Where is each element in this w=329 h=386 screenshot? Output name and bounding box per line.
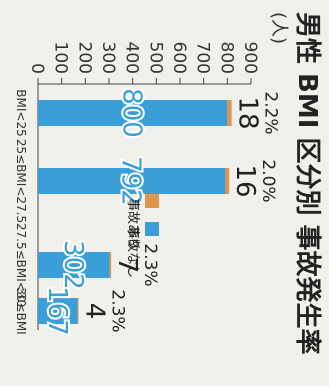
y-tick-label: 500: [145, 42, 165, 74]
value-label-accident: 16: [230, 164, 260, 197]
legend-label: 事故なし: [125, 226, 140, 278]
value-label-accident: 7: [112, 257, 142, 274]
accident-rate-label: 2.3%: [140, 243, 160, 286]
x-tick-label: 30≤BMI: [14, 287, 28, 334]
y-tick-label: 200: [74, 42, 94, 74]
y-tick-label: 300: [98, 42, 118, 74]
value-label-accident: 4: [79, 303, 109, 320]
y-tick-label: 900: [240, 42, 260, 74]
y-tick-label: 100: [51, 42, 71, 74]
bar-accident: [77, 298, 79, 324]
legend-swatch: [145, 222, 159, 236]
x-tick-label: 25≤BMI<27.5: [14, 139, 28, 223]
value-label-accident: 18: [233, 96, 263, 129]
bar-accident: [227, 100, 232, 126]
legend-swatch: [145, 194, 159, 208]
y-tick-label: 700: [193, 42, 213, 74]
value-label-no-accident: 167: [42, 286, 72, 336]
y-tick-label: 0: [27, 63, 47, 74]
y-tick-label: 800: [216, 42, 236, 74]
value-label-no-accident: 302: [58, 240, 88, 290]
y-axis-label: (人): [268, 12, 289, 44]
accident-rate-label: 2.3%: [107, 289, 127, 332]
bar-no-accident: [38, 168, 226, 194]
y-tick-label: 400: [122, 42, 142, 74]
bar-accident: [225, 168, 230, 194]
bar-accident: [109, 252, 112, 278]
bar-no-accident: [38, 100, 228, 126]
legend-label: 事故あり: [125, 198, 140, 250]
accident-rate-label: 2.2%: [261, 91, 281, 134]
value-label-no-accident: 792: [116, 156, 146, 206]
accident-rate-label: 2.0%: [258, 159, 278, 202]
bar-no-accident: [37, 298, 78, 324]
x-tick-label: BMI<25: [14, 89, 28, 136]
chart-title: 男性 BMI 区分別 事故発生率: [292, 12, 323, 355]
value-label-no-accident: 800: [117, 88, 147, 138]
y-tick-label: 600: [169, 42, 189, 74]
x-tick-label: 27.5≤BMI<30: [14, 223, 28, 307]
bar-no-accident: [37, 252, 110, 278]
